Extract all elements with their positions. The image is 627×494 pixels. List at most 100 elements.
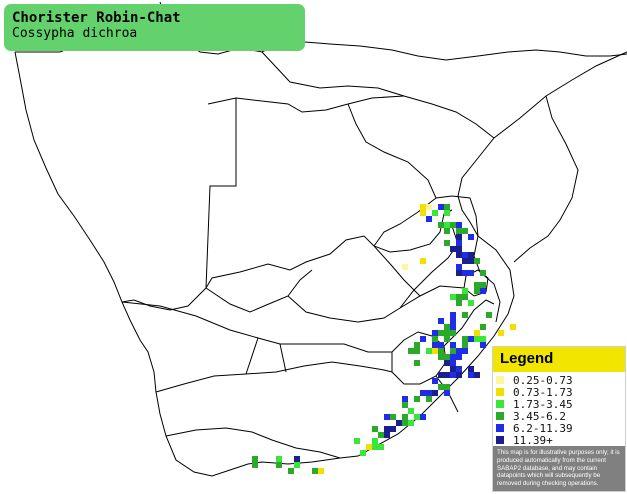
grid-cell [456, 270, 462, 276]
grid-cell [444, 204, 450, 210]
grid-cell [426, 390, 432, 396]
grid-cell [426, 216, 432, 222]
grid-cell [444, 336, 450, 342]
grid-cell [438, 330, 444, 336]
grid-cell [432, 348, 438, 354]
grid-cell [468, 270, 474, 276]
grid-cell [420, 336, 426, 342]
grid-cell [294, 456, 300, 462]
grid-cell [420, 204, 426, 210]
grid-cell [372, 426, 378, 432]
grid-cell [432, 378, 438, 384]
grid-cell [402, 420, 408, 426]
grid-cell [420, 258, 426, 264]
grid-cell [462, 312, 468, 318]
grid-cell [462, 342, 468, 348]
grid-cell [480, 336, 486, 342]
grid-cell [456, 240, 462, 246]
grid-cell [438, 318, 444, 324]
grid-cell [444, 384, 450, 390]
legend-item: 1.73-3.45 [496, 398, 573, 411]
grid-cell [444, 372, 450, 378]
grid-cell [432, 336, 438, 342]
grid-cell [390, 414, 396, 420]
grid-cell [426, 348, 432, 354]
south-africa-border [205, 209, 453, 289]
grid-cell [456, 366, 462, 372]
grid-cell [450, 294, 456, 300]
grid-cell [462, 336, 468, 342]
grid-cell [450, 348, 456, 354]
grid-cell [450, 330, 456, 336]
grid-cell [414, 348, 420, 354]
legend-header: Legend [493, 347, 625, 372]
grid-cell [384, 426, 390, 432]
grid-cell [456, 294, 462, 300]
grid-cell [468, 366, 474, 372]
grid-cell [294, 462, 300, 468]
grid-cell [318, 468, 324, 474]
grid-cell [456, 222, 462, 228]
grid-cell [486, 312, 492, 318]
legend-panel: Legend 0.25-0.73 0.73-1.73 1.73-3.45 3.4… [492, 346, 626, 492]
grid-cell [444, 354, 450, 360]
grid-cell [456, 354, 462, 360]
grid-cell [480, 342, 486, 348]
grid-cell [438, 342, 444, 348]
grid-cell [456, 372, 462, 378]
legend-disclaimer: This map is for illustrative purposes on… [493, 446, 625, 491]
legend-swatch [496, 388, 504, 396]
legend-label: 11.39+ [513, 433, 553, 447]
legend-label: 3.45-6.2 [513, 409, 566, 423]
grid-cell [450, 246, 456, 252]
grid-cell [450, 342, 456, 348]
grid-cell [498, 330, 504, 336]
grid-cell [450, 222, 456, 228]
grid-cell [360, 450, 366, 456]
grid-cell [402, 402, 408, 408]
grid-cell [420, 390, 426, 396]
grid-cell [456, 228, 462, 234]
grid-cell [462, 288, 468, 294]
grid-cell [420, 414, 426, 420]
grid-cell [468, 252, 474, 258]
grid-cell [408, 348, 414, 354]
grid-cell [444, 390, 450, 396]
province-borders [121, 301, 392, 353]
grid-cell [456, 252, 462, 258]
legend-swatch [496, 436, 504, 444]
grid-cell [384, 414, 390, 420]
legend-swatch [496, 424, 504, 432]
grid-cell [444, 330, 450, 336]
grid-cell [462, 348, 468, 354]
legend-item: 0.73-1.73 [496, 386, 573, 399]
grid-cell [402, 264, 408, 270]
grid-cell [480, 324, 486, 330]
grid-cell [432, 210, 438, 216]
legend-swatch [496, 376, 504, 384]
grid-cell [510, 324, 516, 330]
legend-item: 3.45-6.2 [496, 409, 566, 423]
grid-cell [420, 210, 426, 216]
grid-cell [372, 438, 378, 444]
grid-cell [402, 396, 408, 402]
grid-cell [378, 432, 384, 438]
grid-cell [438, 204, 444, 210]
species-common-name: Chorister Robin-Chat [12, 10, 181, 26]
grid-cell [468, 234, 474, 240]
legend-label: 0.25-0.73 [513, 373, 573, 387]
legend-item: 0.25-0.73 [496, 373, 573, 387]
grid-cell [474, 336, 480, 342]
grid-cell [354, 438, 360, 444]
grid-cell [444, 324, 450, 330]
grid-cell [468, 372, 474, 378]
grid-cell [480, 270, 486, 276]
grid-cell [456, 264, 462, 270]
grid-cell [426, 204, 432, 210]
grid-cell [396, 420, 402, 426]
grid-cell [468, 300, 474, 306]
grid-cell [276, 462, 282, 468]
grid-cell [474, 288, 480, 294]
legend-item: 6.2-11.39 [496, 422, 573, 435]
